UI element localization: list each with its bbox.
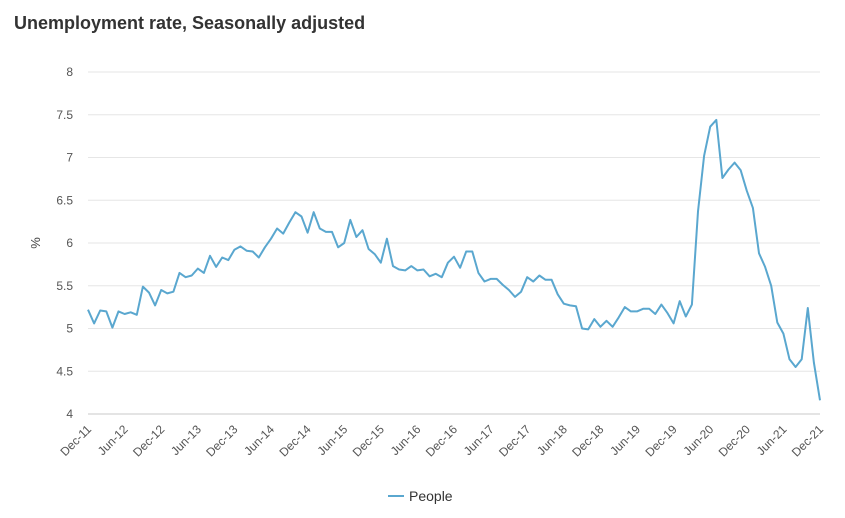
x-tick-label: Dec-15 — [350, 422, 387, 459]
y-tick-label: 4.5 — [56, 364, 73, 378]
x-tick-label: Dec-13 — [203, 422, 240, 459]
x-tick-label: Dec-20 — [716, 422, 753, 459]
y-tick-label: 7 — [66, 151, 73, 165]
x-tick-label: Jun-17 — [461, 422, 497, 458]
x-tick-label: Dec-17 — [496, 422, 533, 459]
legend-label: People — [409, 488, 453, 504]
y-axis-label: % — [28, 237, 43, 249]
x-tick-label: Dec-19 — [642, 422, 679, 459]
x-tick-label: Jun-19 — [607, 422, 643, 458]
x-tick-label: Dec-12 — [130, 422, 167, 459]
x-tick-label: Jun-20 — [680, 422, 716, 458]
x-axis-ticks: Dec-11 Jun-12 Dec-12 Jun-13 Dec-13 Jun-14 Dec-… — [57, 422, 826, 459]
y-tick-label: 7.5 — [56, 108, 73, 122]
x-tick-label: Jun-14 — [241, 422, 277, 458]
x-tick-label: Jun-13 — [168, 422, 204, 458]
chart-title: Unemployment rate, Seasonally adjusted — [14, 13, 366, 33]
series-line — [87, 118, 821, 401]
x-tick-label: Jun-12 — [95, 422, 131, 458]
y-tick-label: 8 — [66, 65, 73, 79]
x-tick-label: Dec-21 — [789, 422, 826, 459]
y-axis-ticks: 4 4.5 5 5.5 6 6.5 7 7.5 8 — [56, 65, 73, 421]
x-tick-label: Jun-21 — [754, 422, 790, 458]
series-group — [87, 118, 821, 401]
x-tick-label: Dec-11 — [57, 422, 94, 459]
y-tick-label: 5 — [66, 322, 73, 336]
x-tick-label: Jun-16 — [388, 422, 424, 458]
y-tick-label: 6 — [66, 236, 73, 250]
y-tick-label: 4 — [66, 407, 73, 421]
y-tick-label: 5.5 — [56, 279, 73, 293]
x-tick-label: Jun-15 — [314, 422, 350, 458]
x-tick-label: Dec-16 — [423, 422, 460, 459]
x-tick-label: Dec-18 — [569, 422, 606, 459]
grid-lines — [88, 71, 820, 415]
y-tick-label: 6.5 — [56, 193, 73, 207]
x-tick-label: Dec-14 — [276, 422, 313, 459]
x-tick-label: Jun-18 — [534, 422, 570, 458]
legend[interactable]: People — [388, 488, 453, 504]
